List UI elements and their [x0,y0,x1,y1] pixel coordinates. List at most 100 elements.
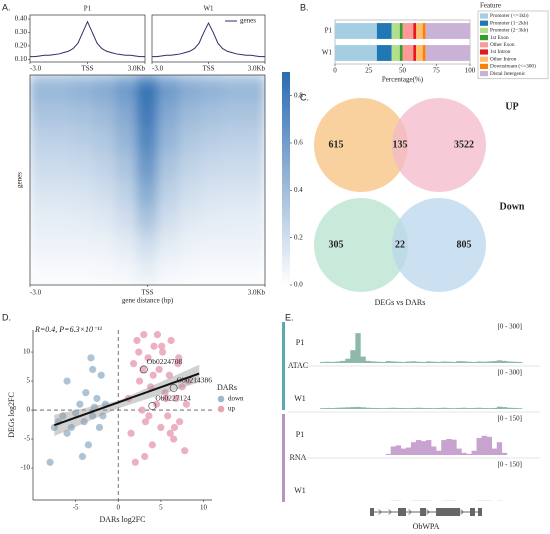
legend-label: Promoter (<=1kb) [490,12,529,19]
heatmap-cell [200,127,223,155]
x-tick-label: 0 [333,67,337,75]
bar-segment [399,23,403,39]
bar-segment [416,23,423,39]
fit-line [53,372,200,427]
legend-label: Other Intron [490,56,517,62]
colorbar-tick-label: 0.2 [294,233,303,241]
scatter-point [99,412,107,420]
scatter-point [50,423,58,432]
scatter-point [184,377,192,385]
scatter-point [167,336,175,345]
signal-bin [466,453,472,455]
legend-swatch [480,13,488,19]
signal-bin [471,450,477,455]
y-tick-label: -5 [24,435,30,443]
legend-swatch [480,42,488,48]
scatter-point [93,394,101,403]
heatmap-cell [157,127,181,155]
colorbar-tick-label: 0.8 [294,91,303,99]
signal-bin [481,361,487,363]
signal-bin [431,361,437,363]
heatmap-cell [72,232,95,260]
signal-bin [516,408,523,409]
venn-title: Down [499,201,524,212]
legend-label: Downstream (<=300) [490,63,536,70]
legend-label: 1st Exon [490,35,509,41]
signal-bin [385,361,391,363]
gene-exon [478,508,482,516]
heatmap-cell [114,232,138,260]
legend-swatch [480,35,488,41]
range-label: [0 - 150] [498,461,523,469]
colorbar-tick-label: 0.4 [294,186,303,194]
signal-bin [340,360,346,363]
signal-bin [516,361,523,363]
range-label: [0 - 300] [498,369,523,377]
signal-bin [446,408,452,409]
signal-bin [421,407,427,409]
signal-bin [400,448,407,455]
signal-bin [415,407,422,409]
heatmap-cell [30,100,52,128]
scatter-point [164,412,172,420]
signal-bin [335,361,341,363]
strand-arrow [460,509,465,515]
venn-circle [314,98,408,192]
heatmap-cell [221,179,245,207]
heatmap-cell [157,153,181,181]
heatmap-cell [221,100,245,128]
heatmap-cell [72,100,95,128]
signal-bin [421,361,427,363]
heatmap-cell [157,205,181,233]
strand-arrow [378,509,383,515]
legend-swatch [217,405,225,413]
venn-circle [392,98,486,192]
heatmap-cell [114,179,138,207]
heatmap-cell [114,258,138,285]
scatter-point [72,409,80,417]
scatter-point [178,383,186,391]
heatmap-cell [93,153,116,181]
heatmap-cell [243,179,265,207]
signal-bin [330,408,336,409]
y-tick-label: 0.30 [15,28,28,36]
y-tick-label: P1 [325,27,333,35]
heatmap-cell [30,153,52,181]
legend-label: 1st Intron [490,49,511,55]
heatmap-cell [179,75,202,102]
scatter-point [141,418,150,426]
heatmap-cell [157,100,181,128]
signal-bin [380,361,386,363]
strand-arrow [408,509,413,515]
bar-segment [422,23,426,39]
colorbar-tick-label: 0.0 [294,281,303,289]
signal-bin [471,361,477,363]
gene-exon [398,508,406,516]
x-tick-label: -3.0 [30,65,42,73]
bar-segment [416,45,423,61]
strand-arrow [388,509,393,515]
signal-bin [486,408,492,409]
heatmap-cell [50,179,74,207]
scatter-point [131,458,139,466]
heatmap-cell [200,153,223,181]
x-axis-label: DARs log2FC [99,515,145,524]
signal-bin [511,361,518,363]
x-tick-label: 3.0Kb [128,65,146,73]
signal-bin [385,453,391,455]
heatmap-cell [72,153,95,181]
signal-bin [320,408,326,409]
signal-bin [481,435,487,455]
heatmap-cell [136,232,159,260]
colorbar-tick-label: 0.6 [294,139,303,147]
panel-label: A. [2,2,11,12]
bar-segment [335,45,377,61]
venn-circle [314,198,408,292]
heatmap-cell [157,75,181,102]
signal-bin [360,356,366,363]
signal-bin [325,407,331,409]
signal-bin [456,407,462,409]
heatmap-cell [50,258,74,285]
scatter-point [144,354,152,362]
signal-bin [400,408,407,409]
